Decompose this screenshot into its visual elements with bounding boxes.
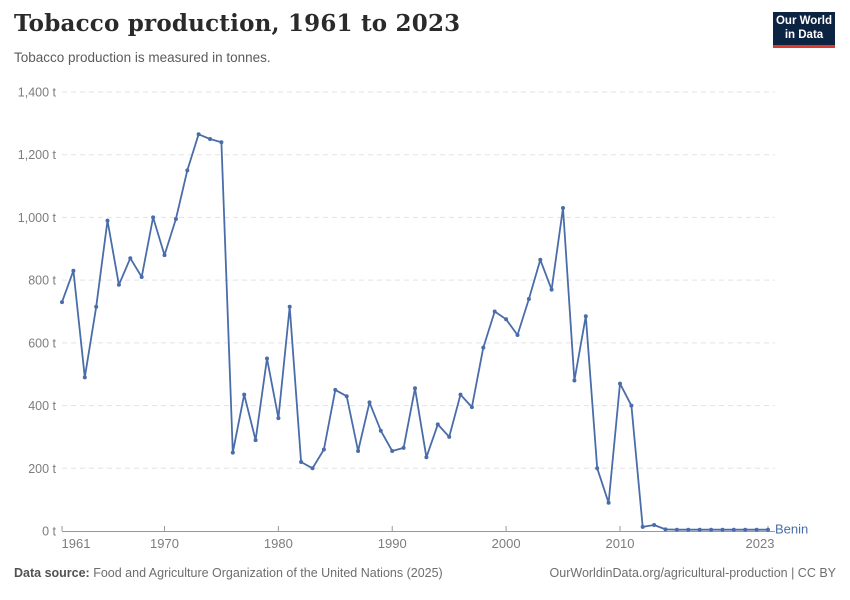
data-source-label: Data source: <box>14 566 90 580</box>
data-point[interactable] <box>208 137 212 141</box>
chart-subtitle: Tobacco production is measured in tonnes… <box>14 50 271 65</box>
data-point[interactable] <box>390 449 395 453</box>
data-point[interactable] <box>139 275 144 279</box>
y-axis-tick-label: 400 t <box>28 399 56 413</box>
chart-footer: Data source: Food and Agriculture Organi… <box>14 566 836 580</box>
data-point[interactable] <box>583 314 588 319</box>
y-axis-tick-label: 1,200 t <box>18 148 57 162</box>
data-point[interactable] <box>253 438 258 443</box>
data-point[interactable] <box>481 345 486 350</box>
chart-title: Tobacco production, 1961 to 2023 <box>14 10 461 37</box>
data-point[interactable] <box>424 455 429 460</box>
line-chart-plot-area[interactable]: 0 t 200 t 400 t 600 t 800 t 1,000 t 1,200 t 1,4… <box>0 80 850 555</box>
data-point[interactable] <box>356 449 361 453</box>
y-axis-tick-label: 200 t <box>28 462 56 476</box>
data-point[interactable] <box>697 527 702 532</box>
data-point[interactable] <box>310 466 315 471</box>
data-point[interactable] <box>663 527 668 532</box>
data-point[interactable] <box>709 527 714 532</box>
x-axis-tick-label: 1961 <box>62 536 91 551</box>
data-point[interactable] <box>674 527 679 532</box>
x-axis-tick-label: 1990 <box>378 536 407 551</box>
data-point[interactable] <box>116 282 121 287</box>
data-point[interactable] <box>219 140 224 145</box>
data-point[interactable] <box>333 387 338 392</box>
x-axis-tick-label: 2000 <box>492 536 521 551</box>
data-point[interactable] <box>378 428 383 433</box>
data-point[interactable] <box>458 392 463 397</box>
data-point[interactable] <box>242 392 247 397</box>
data-source-text: Food and Agriculture Organization of the… <box>89 566 443 580</box>
data-point[interactable] <box>435 422 440 427</box>
data-point[interactable] <box>94 304 99 309</box>
y-axis-tick-label: 0 t <box>42 525 56 539</box>
x-axis-tick-label: 1970 <box>150 536 179 551</box>
data-point[interactable] <box>618 381 622 386</box>
owid-logo[interactable]: Our World in Data <box>773 12 835 48</box>
x-axis-tick-label: 2023 <box>746 536 775 551</box>
data-point[interactable] <box>686 527 691 532</box>
owid-logo-line2: in Data <box>784 28 824 41</box>
data-point[interactable] <box>492 309 497 314</box>
data-point[interactable] <box>287 304 292 309</box>
data-point[interactable] <box>469 405 474 410</box>
data-point[interactable] <box>538 257 543 262</box>
data-point[interactable] <box>162 253 167 258</box>
data-point[interactable] <box>549 287 554 292</box>
x-axis-tick-label: 2010 <box>606 536 635 551</box>
data-point[interactable] <box>515 333 520 337</box>
data-point[interactable] <box>82 375 87 380</box>
data-point[interactable] <box>299 460 304 464</box>
data-point[interactable] <box>640 524 645 529</box>
data-point[interactable] <box>743 527 748 532</box>
data-point[interactable] <box>595 466 600 471</box>
data-point[interactable] <box>720 527 725 532</box>
data-point[interactable] <box>629 403 634 408</box>
data-point[interactable] <box>413 386 417 391</box>
data-point[interactable] <box>447 434 452 439</box>
data-point[interactable] <box>652 523 657 527</box>
data-point[interactable] <box>185 168 190 173</box>
data-point[interactable] <box>526 297 531 301</box>
data-point[interactable] <box>401 445 406 450</box>
data-point[interactable] <box>731 527 736 532</box>
data-point[interactable] <box>344 394 349 399</box>
data-point[interactable] <box>60 300 64 305</box>
data-point[interactable] <box>105 218 110 223</box>
data-point[interactable] <box>606 500 611 505</box>
data-point[interactable] <box>572 378 577 383</box>
data-point[interactable] <box>561 206 565 210</box>
data-point[interactable] <box>766 527 770 532</box>
series-line-benin[interactable] <box>61 133 769 531</box>
data-point[interactable] <box>504 317 509 322</box>
data-point[interactable] <box>276 416 281 421</box>
data-point[interactable] <box>230 450 235 455</box>
y-axis-tick-label: 1,000 t <box>18 211 57 225</box>
data-point[interactable] <box>173 217 178 221</box>
footer-citation-link[interactable]: OurWorldinData.org/agricultural-producti… <box>549 566 836 580</box>
data-point[interactable] <box>128 256 133 261</box>
data-point[interactable] <box>265 356 269 361</box>
data-point[interactable] <box>367 400 372 405</box>
y-axis-tick-label: 600 t <box>28 336 56 350</box>
data-source: Data source: Food and Agriculture Organi… <box>14 566 443 580</box>
entity-label-benin[interactable]: Benin <box>775 522 808 537</box>
y-axis-tick-label: 1,400 t <box>18 86 57 100</box>
data-point[interactable] <box>71 268 76 273</box>
data-point[interactable] <box>151 215 156 220</box>
owid-logo-line1: Our World <box>775 15 832 28</box>
y-axis-tick-label: 800 t <box>28 274 56 288</box>
x-axis-tick-label: 1980 <box>264 536 293 551</box>
data-point[interactable] <box>321 447 326 452</box>
data-point[interactable] <box>754 527 759 532</box>
data-point[interactable] <box>196 132 201 137</box>
